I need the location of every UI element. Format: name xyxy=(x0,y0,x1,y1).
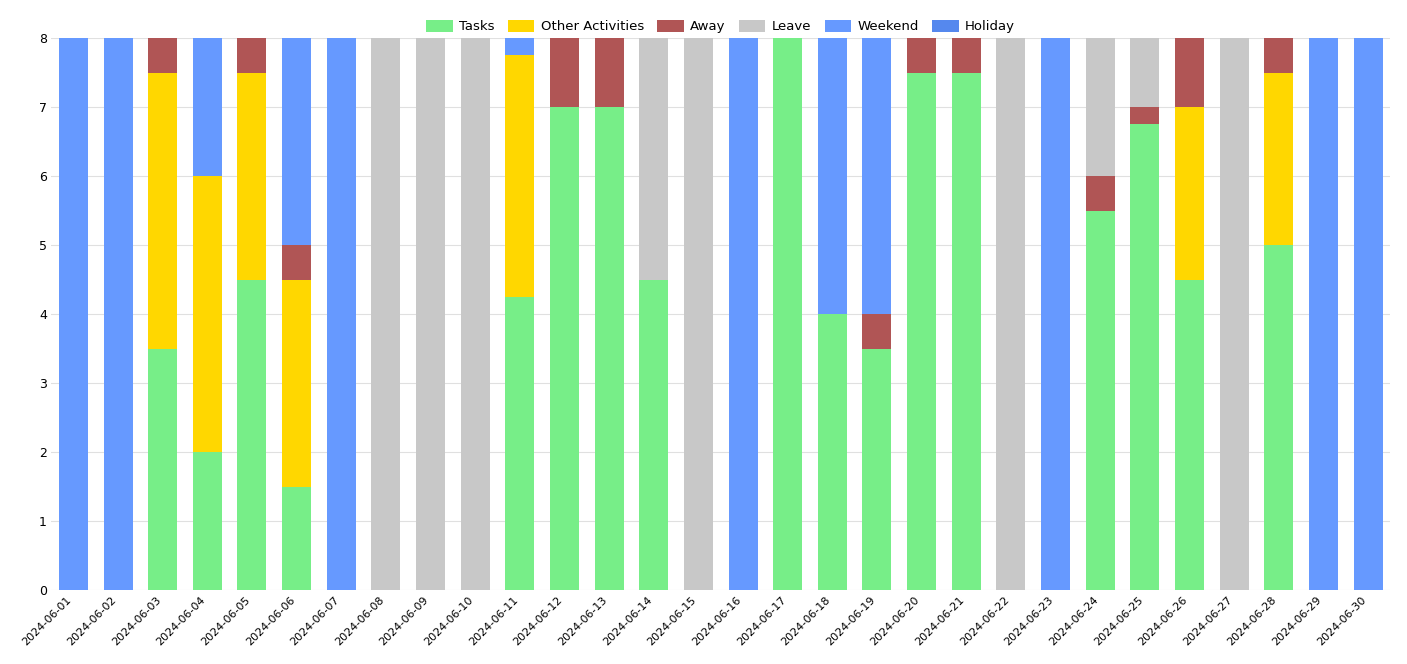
Bar xyxy=(1265,245,1293,590)
Bar xyxy=(1309,39,1338,590)
Bar xyxy=(283,245,311,280)
Bar xyxy=(148,39,177,72)
Bar xyxy=(1220,39,1248,590)
Bar xyxy=(862,349,892,590)
Bar xyxy=(1175,280,1204,590)
Bar xyxy=(238,72,266,280)
Bar xyxy=(238,39,266,72)
Bar xyxy=(193,39,222,176)
Bar xyxy=(908,72,936,590)
Bar xyxy=(416,39,445,590)
Bar xyxy=(1130,39,1159,107)
Bar xyxy=(238,280,266,590)
Bar xyxy=(1265,72,1293,245)
Bar xyxy=(595,39,623,107)
Bar xyxy=(1130,107,1159,124)
Bar xyxy=(104,39,132,590)
Bar xyxy=(505,56,535,297)
Bar xyxy=(148,72,177,349)
Bar xyxy=(193,176,222,452)
Bar xyxy=(1130,124,1159,590)
Bar xyxy=(371,39,401,590)
Bar xyxy=(639,280,668,590)
Bar xyxy=(817,314,847,590)
Bar xyxy=(1175,39,1204,107)
Bar xyxy=(996,39,1026,590)
Bar xyxy=(684,39,713,590)
Bar xyxy=(1086,39,1114,176)
Bar xyxy=(550,107,578,590)
Bar xyxy=(460,39,490,590)
Bar xyxy=(774,39,802,590)
Bar xyxy=(550,39,578,107)
Legend: Tasks, Other Activities, Away, Leave, Weekend, Holiday: Tasks, Other Activities, Away, Leave, We… xyxy=(421,15,1020,39)
Bar xyxy=(639,39,668,280)
Bar xyxy=(505,39,535,56)
Bar xyxy=(1175,107,1204,280)
Bar xyxy=(817,39,847,314)
Bar xyxy=(283,39,311,245)
Bar xyxy=(1086,176,1114,210)
Bar xyxy=(908,39,936,72)
Bar xyxy=(951,39,981,72)
Bar xyxy=(505,297,535,590)
Bar xyxy=(326,39,356,590)
Bar xyxy=(1354,39,1383,590)
Bar xyxy=(862,39,892,314)
Bar xyxy=(595,107,623,590)
Bar xyxy=(148,349,177,590)
Bar xyxy=(951,72,981,590)
Bar xyxy=(283,280,311,487)
Bar xyxy=(862,314,892,349)
Bar xyxy=(1265,39,1293,72)
Bar xyxy=(283,487,311,590)
Bar xyxy=(193,452,222,590)
Bar xyxy=(729,39,757,590)
Bar xyxy=(1041,39,1071,590)
Bar xyxy=(1086,210,1114,590)
Bar xyxy=(59,39,87,590)
